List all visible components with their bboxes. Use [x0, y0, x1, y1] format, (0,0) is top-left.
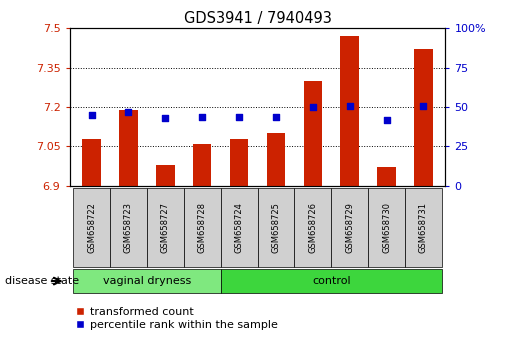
- Point: [235, 114, 243, 119]
- Text: control: control: [312, 276, 351, 286]
- Text: vaginal dryness: vaginal dryness: [103, 276, 191, 286]
- Text: GSM658726: GSM658726: [308, 202, 317, 253]
- Text: GSM658731: GSM658731: [419, 202, 428, 253]
- Point: [88, 112, 96, 118]
- Bar: [220, 269, 442, 293]
- Bar: [119, 110, 138, 186]
- Text: GSM658723: GSM658723: [124, 202, 133, 253]
- Text: disease state: disease state: [5, 276, 79, 286]
- Bar: [73, 269, 220, 293]
- Bar: [82, 138, 101, 186]
- Point: [198, 114, 207, 119]
- Bar: [230, 138, 248, 186]
- Bar: [368, 188, 405, 267]
- Text: GSM658730: GSM658730: [382, 202, 391, 253]
- Text: GSM658728: GSM658728: [198, 202, 207, 253]
- Bar: [193, 144, 212, 186]
- Bar: [303, 81, 322, 186]
- Text: GSM658729: GSM658729: [345, 202, 354, 253]
- Bar: [156, 165, 175, 186]
- Bar: [267, 133, 285, 186]
- Text: GSM658722: GSM658722: [87, 202, 96, 253]
- Bar: [405, 188, 442, 267]
- Bar: [184, 188, 220, 267]
- Bar: [377, 167, 396, 186]
- Bar: [258, 188, 295, 267]
- Point: [308, 104, 317, 110]
- Text: GSM658727: GSM658727: [161, 202, 170, 253]
- Point: [272, 114, 280, 119]
- Point: [346, 103, 354, 108]
- Bar: [331, 188, 368, 267]
- Bar: [414, 49, 433, 186]
- Text: GSM658725: GSM658725: [271, 202, 281, 253]
- Point: [419, 103, 427, 108]
- Legend: transformed count, percentile rank within the sample: transformed count, percentile rank withi…: [75, 307, 278, 330]
- Bar: [220, 188, 258, 267]
- Bar: [147, 188, 184, 267]
- Point: [161, 115, 169, 121]
- Text: GSM658724: GSM658724: [234, 202, 244, 253]
- Bar: [340, 36, 359, 186]
- Point: [382, 117, 390, 122]
- Text: GDS3941 / 7940493: GDS3941 / 7940493: [183, 11, 332, 25]
- Point: [125, 109, 133, 115]
- Bar: [110, 188, 147, 267]
- Bar: [295, 188, 331, 267]
- Bar: [73, 188, 110, 267]
